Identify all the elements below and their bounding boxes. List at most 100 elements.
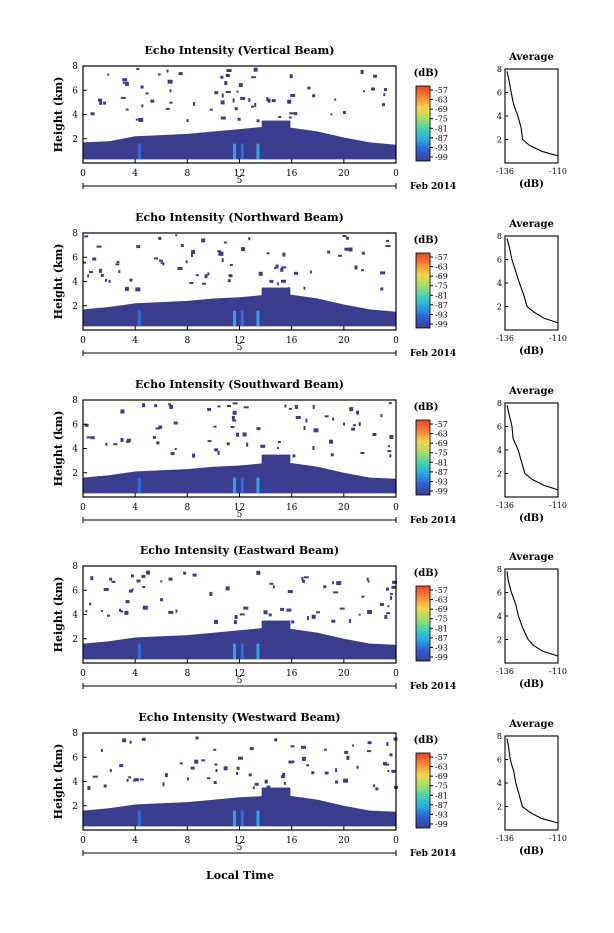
- echo-speckle: [154, 404, 158, 408]
- y-tick-label: 8: [72, 229, 78, 239]
- echo-speckle: [226, 442, 230, 446]
- echo-speckle: [276, 447, 279, 449]
- echo-speckle: [311, 614, 316, 619]
- x-tick-label: 20: [338, 836, 350, 846]
- echo-speckle: [251, 105, 254, 108]
- echo-speckle: [99, 268, 102, 273]
- x-tick-label: 0: [393, 336, 399, 346]
- echo-speckle: [236, 90, 239, 93]
- echo-layer: [83, 126, 396, 160]
- average-frame: [504, 235, 559, 331]
- colorbar-tick-label: -57: [435, 86, 448, 95]
- echo-layer: [83, 627, 396, 660]
- panel-title: Echo Intensity (Eastward Beam): [140, 544, 339, 557]
- y-tick-label: 2: [72, 635, 78, 645]
- echo-speckle: [133, 778, 139, 782]
- colorbar-tick-label: -87: [435, 468, 448, 477]
- echo-speckle: [358, 613, 361, 616]
- echo-speckle: [293, 112, 298, 116]
- echo-speckle: [342, 111, 346, 114]
- echo-speckle: [221, 93, 224, 98]
- echo-core: [137, 310, 141, 327]
- echo-speckle: [366, 577, 369, 581]
- colorbar: [415, 85, 431, 162]
- echo-speckle: [387, 605, 390, 608]
- echo-speckle: [169, 89, 172, 93]
- average-x-title: (dB): [519, 679, 544, 690]
- echo-speckle: [178, 72, 183, 76]
- y-axis-title: Height (km): [52, 577, 65, 653]
- echo-speckle: [294, 405, 298, 409]
- echo-speckle: [232, 419, 237, 422]
- echo-speckle: [361, 595, 365, 598]
- echo-speckle: [282, 772, 286, 776]
- echo-speckle: [141, 737, 146, 741]
- echo-speckle: [174, 448, 177, 450]
- y-tick-label: 6: [72, 586, 78, 596]
- echo-speckle: [303, 286, 306, 290]
- echo-speckle: [190, 766, 195, 770]
- echo-speckle: [333, 591, 339, 594]
- echo-speckle: [107, 73, 110, 76]
- x-tick-label: 16: [286, 336, 298, 346]
- echo-speckle: [122, 738, 127, 743]
- echo-speckle: [264, 780, 268, 784]
- echo-speckle: [96, 245, 102, 248]
- echo-speckle: [213, 425, 217, 428]
- echo-speckle: [327, 250, 331, 254]
- average-y-tick-label: 2: [497, 803, 502, 812]
- y-tick-label: 8: [72, 562, 78, 572]
- echo-speckle: [125, 600, 130, 604]
- elevated-echo: [261, 454, 291, 466]
- echo-core: [256, 310, 260, 327]
- echo-speckle: [272, 585, 275, 589]
- average-frame: [504, 735, 559, 831]
- echo-speckle: [201, 238, 206, 243]
- echo-speckle: [115, 263, 120, 266]
- echo-speckle: [305, 418, 308, 423]
- echo-speckle: [348, 247, 353, 252]
- echo-speckle: [141, 104, 144, 108]
- echo-core: [256, 810, 260, 827]
- average-line: [506, 738, 559, 824]
- colorbar-tick-label: -93: [435, 477, 448, 486]
- colorbar-tick-label: -69: [435, 272, 448, 281]
- x-axis-title: Local Time: [206, 869, 274, 882]
- echo-speckle: [135, 287, 141, 292]
- echo-speckle: [236, 771, 238, 775]
- echo-speckle: [223, 766, 228, 771]
- colorbar-tick-label: -99: [435, 820, 448, 829]
- echo-speckle: [290, 760, 295, 763]
- day-label: 5: [237, 676, 243, 686]
- colorbar: [415, 585, 431, 662]
- echo-speckle: [391, 585, 396, 589]
- colorbar-tick-label: -93: [435, 643, 448, 652]
- colorbar-tick-label: -75: [435, 615, 448, 624]
- echo-speckle: [136, 579, 141, 583]
- echo-speckle: [284, 404, 287, 408]
- echo-speckle: [234, 615, 238, 619]
- echo-speckle: [289, 112, 294, 115]
- x-tick-label: 12: [234, 836, 245, 846]
- echo-speckle: [120, 409, 125, 414]
- x-tick-label: 12: [234, 669, 245, 679]
- echo-speckle: [384, 615, 388, 619]
- echo-speckle: [278, 116, 282, 118]
- echo-speckle: [232, 402, 238, 405]
- y-tick-label: 4: [72, 778, 78, 788]
- echo-speckle: [329, 439, 333, 444]
- average-y-tick-label: 4: [497, 112, 502, 121]
- echo-speckle: [332, 581, 335, 585]
- y-tick-label: 6: [72, 753, 78, 763]
- echo-speckle: [92, 257, 97, 261]
- echo-speckle: [89, 602, 92, 606]
- echo-speckle: [168, 403, 172, 406]
- panel-4: Echo Intensity (Westward Beam) 0 4 8 12 16 20 0…: [52, 711, 567, 859]
- echo-speckle: [86, 436, 91, 439]
- colorbar-tick-label: -75: [435, 782, 448, 791]
- echo-speckle: [343, 778, 348, 783]
- average-frame: [504, 402, 559, 498]
- colorbar-tick-label: -57: [435, 420, 448, 429]
- echo-speckle: [201, 759, 206, 762]
- echo-speckle: [354, 265, 358, 270]
